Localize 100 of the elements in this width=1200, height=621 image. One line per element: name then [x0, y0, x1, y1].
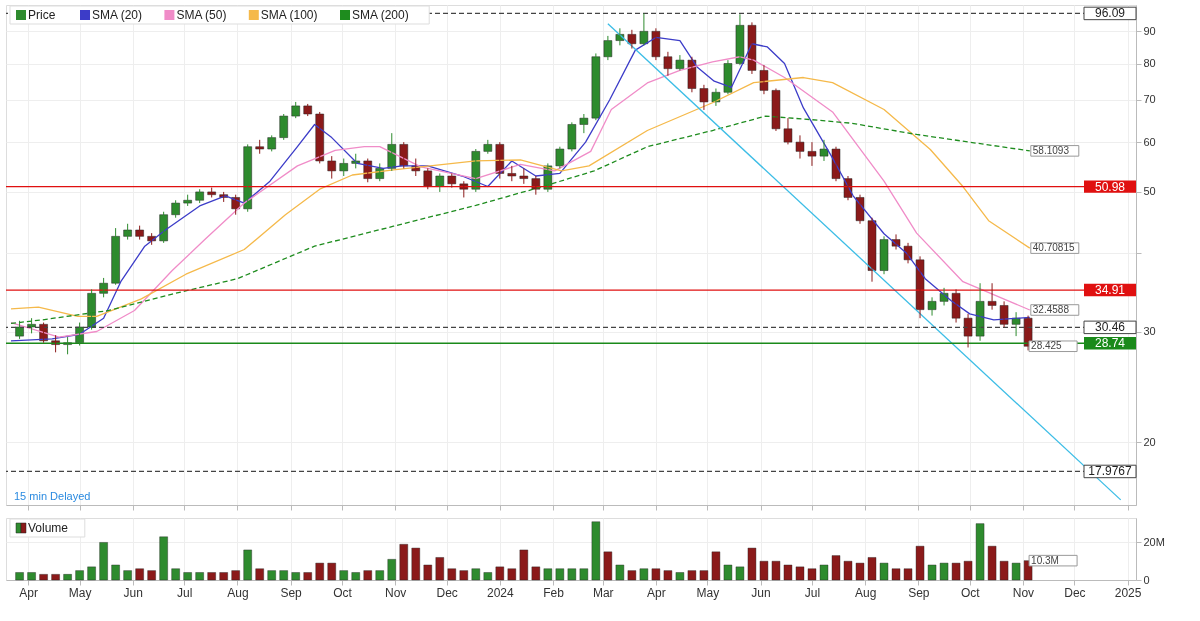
- x-tick-label: Feb: [543, 585, 565, 600]
- candlestick: [867, 217, 877, 283]
- candlestick: [315, 111, 324, 164]
- candlestick: [663, 51, 673, 77]
- bar: [159, 536, 168, 581]
- bar: [807, 568, 817, 581]
- candlestick: [987, 282, 997, 311]
- bar: [711, 551, 721, 581]
- candlestick: [351, 153, 360, 169]
- x-tick-label: Mar: [592, 585, 614, 600]
- bar: [471, 568, 481, 581]
- candlestick: [267, 134, 276, 152]
- candlestick: [555, 146, 565, 169]
- candlestick: [759, 64, 769, 95]
- bar: [723, 564, 733, 581]
- ref-line-label: 34.91: [1094, 283, 1126, 298]
- candlestick: [111, 227, 120, 286]
- bar: [435, 557, 444, 581]
- bar: [579, 568, 589, 581]
- candlestick: [963, 313, 973, 348]
- y-tick-label: 20: [1143, 435, 1156, 448]
- bar: [699, 570, 709, 581]
- candlestick: [303, 103, 312, 117]
- ref-line-label: 50.98: [1094, 179, 1126, 194]
- candlestick: [579, 113, 589, 134]
- bar: [603, 551, 613, 581]
- candlestick: [15, 320, 24, 340]
- legend-label: Price: [28, 8, 56, 22]
- bar: [327, 562, 336, 581]
- bar: [939, 562, 949, 581]
- bar: [99, 542, 108, 581]
- bar: [891, 568, 901, 581]
- candlestick: [423, 167, 433, 190]
- bar: [483, 572, 493, 581]
- bar: [255, 568, 264, 581]
- bar: [639, 568, 649, 581]
- x-tick-label: May: [68, 585, 92, 600]
- bar: [903, 568, 913, 581]
- legend-label: SMA (100): [260, 8, 318, 22]
- x-tick-label: Oct: [960, 585, 981, 600]
- x-tick-label: Jun: [123, 585, 143, 600]
- candlestick: [123, 223, 132, 241]
- candlestick: [435, 172, 445, 193]
- legend-label: Volume: [28, 521, 69, 535]
- y-tick-label: 30: [1143, 325, 1156, 338]
- x-tick-label: Aug: [854, 585, 877, 600]
- bar: [927, 564, 937, 581]
- bar: [363, 570, 372, 581]
- bar: [591, 521, 601, 581]
- candlestick: [291, 101, 300, 119]
- candlestick: [195, 188, 204, 204]
- bar: [615, 564, 625, 581]
- candlestick: [711, 88, 721, 107]
- bar: [867, 557, 877, 581]
- candlestick: [243, 143, 252, 213]
- bar: [339, 570, 348, 581]
- bar: [819, 564, 829, 581]
- bar: [111, 564, 120, 581]
- x-tick-label: Apr: [647, 585, 666, 600]
- candlestick: [183, 194, 192, 207]
- bar: [387, 559, 396, 581]
- bar: [675, 572, 685, 581]
- bar: [519, 549, 529, 581]
- bar: [351, 572, 360, 581]
- x-tick-label: Sep: [280, 585, 303, 600]
- ref-line-label: 28.74: [1094, 336, 1126, 351]
- candlestick: [723, 59, 733, 95]
- bar: [663, 570, 673, 581]
- bar: [147, 570, 156, 581]
- candlestick: [135, 225, 144, 241]
- bar: [87, 566, 96, 581]
- bar: [879, 562, 889, 581]
- ref-line-label: 96.09: [1094, 6, 1126, 21]
- candlestick: [975, 282, 985, 342]
- x-tick-label: Oct: [333, 585, 353, 600]
- annotation: 58.1093: [1032, 144, 1070, 156]
- bar: [495, 566, 505, 581]
- bar: [783, 564, 793, 581]
- bar: [15, 572, 24, 581]
- bar: [135, 568, 144, 581]
- bar: [963, 561, 973, 581]
- candlestick: [927, 296, 937, 317]
- bar: [171, 568, 180, 581]
- candlestick: [819, 139, 829, 162]
- bar: [831, 555, 841, 581]
- x-tick-label: Nov: [385, 585, 407, 600]
- y-tick-label: 0: [1143, 573, 1150, 586]
- y-tick-label: 60: [1143, 135, 1156, 148]
- y-tick-label: 80: [1143, 57, 1156, 69]
- bar: [531, 566, 541, 581]
- y-tick-label: 50: [1143, 185, 1156, 198]
- x-tick-label: 2024: [486, 585, 514, 600]
- bar: [195, 572, 204, 581]
- candlestick: [207, 187, 216, 198]
- bar: [315, 562, 324, 581]
- bar: [459, 570, 468, 581]
- bar: [27, 572, 36, 581]
- bar: [975, 523, 985, 581]
- candlestick: [783, 117, 793, 145]
- candlestick: [999, 300, 1009, 328]
